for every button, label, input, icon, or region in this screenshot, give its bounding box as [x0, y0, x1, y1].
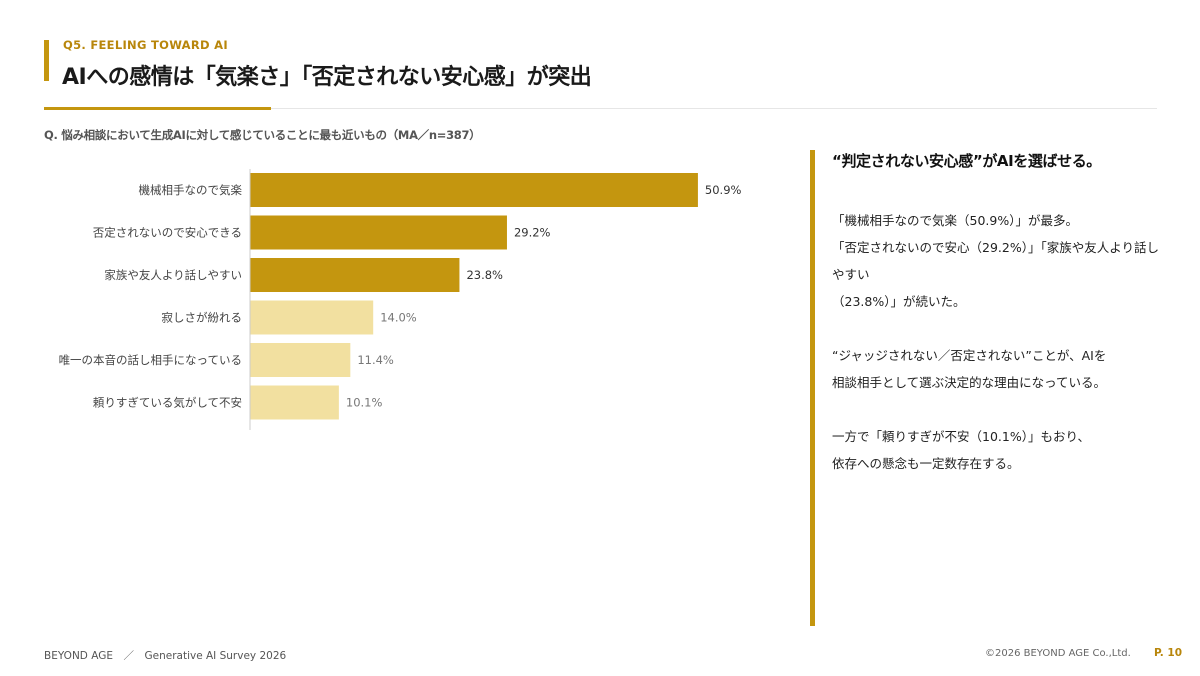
category-label: 唯一の本音の話し相手になっている: [59, 353, 242, 367]
bar: [250, 173, 698, 207]
panel-body: 「機械相手なので気楽（50.9%）」が最多。「否定されないので安心（29.2%）…: [832, 207, 1167, 477]
category-label: 寂しさが紛れる: [162, 311, 243, 325]
panel-line: 「否定されないので安心（29.2%）」「家族や友人より話し: [832, 240, 1159, 255]
panel-spacer: [832, 315, 1167, 342]
footer-brand: BEYOND AGE ／ Generative AI Survey 2026: [44, 650, 287, 662]
header-divider: [44, 108, 1157, 109]
value-label: 11.4%: [357, 353, 394, 367]
bar-chart: 機械相手なので気楽 50.9% 否定されないので安心できる 29.2% 家族や友人より話…: [59, 169, 742, 430]
panel-heading: “判定されない安心感”がAIを選ばせる。: [832, 152, 1101, 170]
panel-line: 一方で「頼りすぎが不安（10.1%）」もおり、: [832, 429, 1090, 444]
bar: [250, 343, 351, 377]
panel-accent-line: [810, 150, 815, 626]
panel-line: 依存への懸念も一定数存在する。: [832, 456, 1020, 471]
value-label: 14.0%: [380, 311, 417, 325]
page-number: P. 10: [1154, 647, 1183, 659]
panel-line: （23.8%）」が続いた。: [832, 294, 966, 309]
category-label: 否定されないので安心できる: [93, 226, 242, 240]
bar: [250, 385, 339, 420]
panel-spacer: [832, 396, 1167, 423]
bar: [250, 215, 507, 250]
section-eyebrow: Q5. FEELING TOWARD AI: [63, 38, 228, 52]
footer-copyright: ©2026 BEYOND AGE Co.,Ltd.: [985, 648, 1131, 659]
value-label: 23.8%: [466, 268, 503, 282]
value-label: 29.2%: [514, 226, 551, 240]
category-label: 機械相手なので気楽: [139, 183, 243, 197]
panel-line: やすい: [832, 267, 870, 282]
panel-line: “ジャッジされない／否定されない”ことが、AIを: [832, 348, 1107, 363]
value-label: 10.1%: [346, 396, 383, 410]
panel-line: 「機械相手なので気楽（50.9%）」が最多。: [832, 213, 1078, 228]
value-label: 50.9%: [705, 183, 742, 197]
survey-question: Q. 悩み相談において生成AIに対して感じていることに最も近いもの（MA／n=3…: [44, 128, 481, 142]
page-title: AIへの感情は「気楽さ」「否定されない安心感」が突出: [62, 65, 592, 90]
header-divider-accent: [44, 107, 271, 110]
bar: [250, 300, 374, 335]
panel-line: 相談相手として選ぶ決定的な理由になっている。: [832, 375, 1107, 390]
header-accent-bar: [44, 40, 49, 81]
category-label: 頼りすぎている気がして不安: [93, 396, 242, 410]
category-label: 家族や友人より話しやすい: [104, 268, 242, 282]
bar: [250, 258, 460, 292]
